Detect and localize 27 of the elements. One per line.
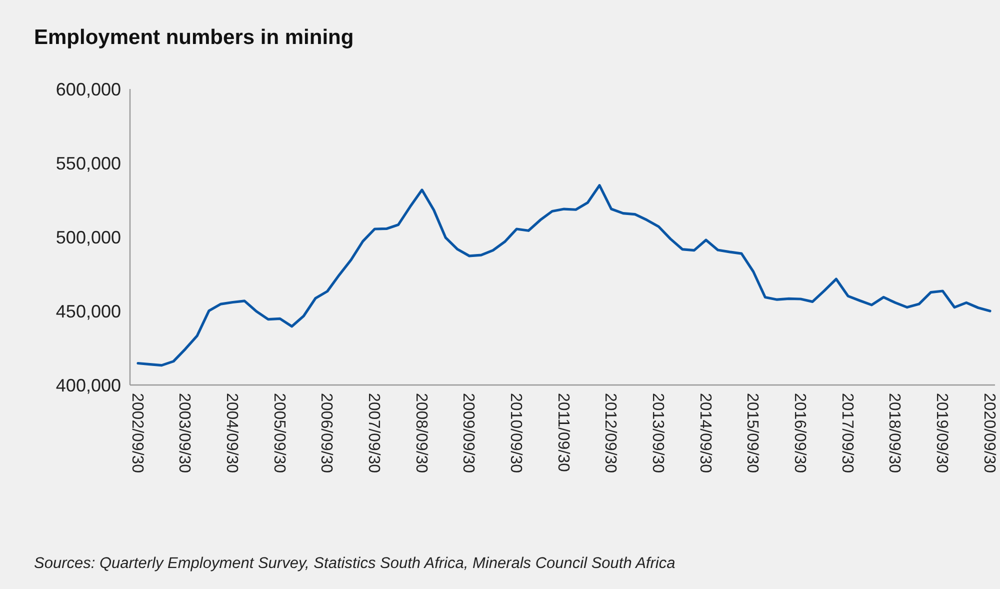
chart-title: Employment numbers in mining [34,26,354,49]
x-tick-label: 2003/09/30 [176,393,193,474]
x-tick-label: 2013/09/30 [649,393,666,474]
x-tick-label: 2019/09/30 [933,393,950,474]
x-tick-label: 2008/09/30 [412,393,430,474]
x-tick-label: 2011/09/30 [554,393,572,472]
x-tick-label: 2014/09/30 [696,393,714,474]
x-tick-label: 2020/09/30 [980,393,998,474]
x-tick-label: 2004/09/30 [223,393,240,474]
y-tick-label: 600,000 [56,79,121,100]
x-tick-label: 2007/09/30 [365,393,382,474]
y-tick-label: 450,000 [56,301,121,322]
x-tick-label: 2012/09/30 [602,393,619,474]
x-tick-label: 2006/09/30 [318,393,335,474]
y-tick-label: 500,000 [56,227,121,248]
x-tick-label: 2010/09/30 [507,393,524,474]
x-tick-label: 2005/09/30 [270,393,288,474]
x-tick-label: 2009/09/30 [460,393,477,474]
x-tick-label: 2016/09/30 [791,393,808,474]
source-note: Sources: Quarterly Employment Survey, Statistics South Africa, Minerals Council South Africa [34,555,676,572]
x-tick-label: 2017/09/30 [838,393,856,474]
y-tick-label: 550,000 [56,153,121,174]
x-tick-label: 2002/09/30 [128,393,146,474]
y-tick-label: 400,000 [56,375,121,396]
x-tick-label: 2015/09/30 [744,393,761,474]
x-tick-label: 2018/09/30 [886,393,903,474]
line-series [136,184,992,367]
